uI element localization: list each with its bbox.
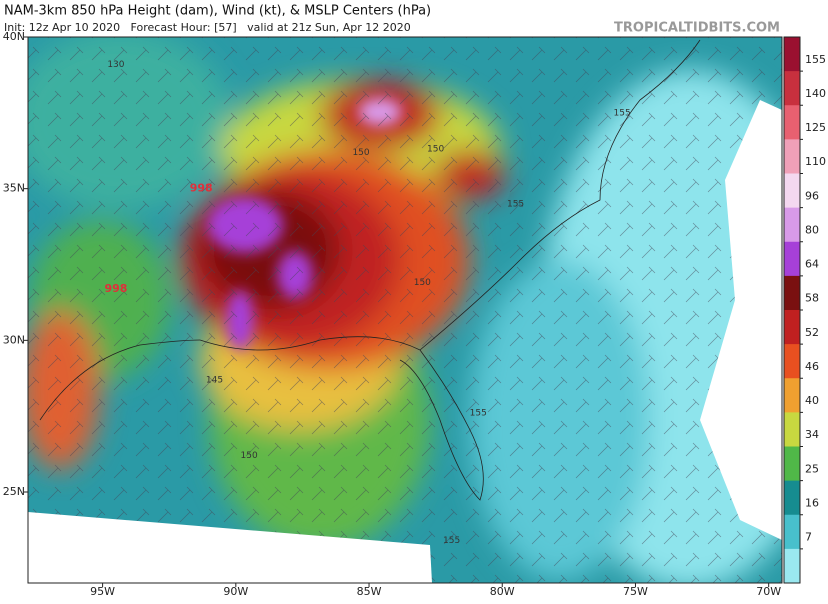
colorbar-segment <box>784 207 800 243</box>
colorbar-tick-label: 80 <box>805 223 819 236</box>
x-tick-label: 85W <box>357 585 382 598</box>
brand: TROPICALTIDBITS.COM <box>614 21 780 36</box>
height-contour-label: 150 <box>427 145 444 155</box>
colorbar-tick-label: 110 <box>805 155 826 168</box>
colorbar-segment <box>784 378 800 413</box>
x-tick-label: 90W <box>223 585 248 598</box>
colorbar-tick-label: 96 <box>805 189 819 202</box>
colorbar-tick-label: 140 <box>805 87 826 100</box>
height-contour-label: 130 <box>107 60 124 70</box>
colorbar-segment <box>784 105 800 140</box>
colorbar-tick-label: 125 <box>805 121 826 134</box>
colorbar-segment <box>784 139 800 174</box>
map-frame <box>27 36 783 584</box>
map-field <box>28 37 782 583</box>
height-contour-label: 155 <box>443 536 460 546</box>
colorbar-tick-label: 58 <box>805 292 819 305</box>
colorbar-segment <box>784 514 800 550</box>
colorbar-segment <box>784 275 800 311</box>
height-contour-label: 155 <box>507 199 524 209</box>
colorbar-segment <box>784 480 800 516</box>
mslp-center-label: 998 <box>104 282 127 295</box>
x-tick-label: 70W <box>756 585 781 598</box>
colorbar-tick-label: 25 <box>805 462 819 475</box>
colorbar-tick-label: 52 <box>805 326 819 339</box>
colorbar-tick-label: 155 <box>805 53 826 66</box>
colorbar-segment <box>784 344 800 379</box>
colorbar-segment <box>784 548 800 584</box>
colorbar-segment <box>784 71 800 106</box>
map-title: NAM-3km 850 hPa Height (dam), Wind (kt),… <box>4 4 431 19</box>
colorbar-tick-label: 34 <box>805 428 819 441</box>
colorbar-tick-label: 16 <box>805 496 819 509</box>
colorbar-tick-label: 40 <box>805 394 819 407</box>
height-contour-label: 155 <box>614 108 631 118</box>
x-tick-label: 95W <box>90 585 115 598</box>
mslp-center-label: 998 <box>190 182 213 195</box>
height-contour-label: 150 <box>414 278 431 288</box>
height-contour-label: 155 <box>470 409 487 419</box>
y-tick-label: 25N <box>3 485 25 498</box>
colorbar-segment <box>784 173 800 209</box>
height-contour-label: 150 <box>352 148 369 158</box>
x-tick-label: 75W <box>623 585 648 598</box>
y-tick-label: 35N <box>3 182 25 195</box>
colorbar-segment <box>784 37 800 72</box>
y-tick-label: 30N <box>3 333 25 346</box>
map-subtitle: Init: 12z Apr 10 2020 Forecast Hour: [57… <box>4 21 411 34</box>
height-contour-label: 145 <box>206 375 223 385</box>
x-tick-label: 80W <box>490 585 515 598</box>
y-tick-label: 40N <box>3 30 25 43</box>
colorbar-segment <box>784 412 800 447</box>
colorbar-tick-label: 46 <box>805 360 819 373</box>
colorbar-segment <box>784 446 800 482</box>
colorbar-segment <box>784 310 800 345</box>
height-contour-label: 150 <box>241 451 258 461</box>
colorbar-segment <box>784 241 800 277</box>
colorbar-tick-label: 7 <box>805 531 812 544</box>
colorbar-tick-label: 64 <box>805 258 819 271</box>
